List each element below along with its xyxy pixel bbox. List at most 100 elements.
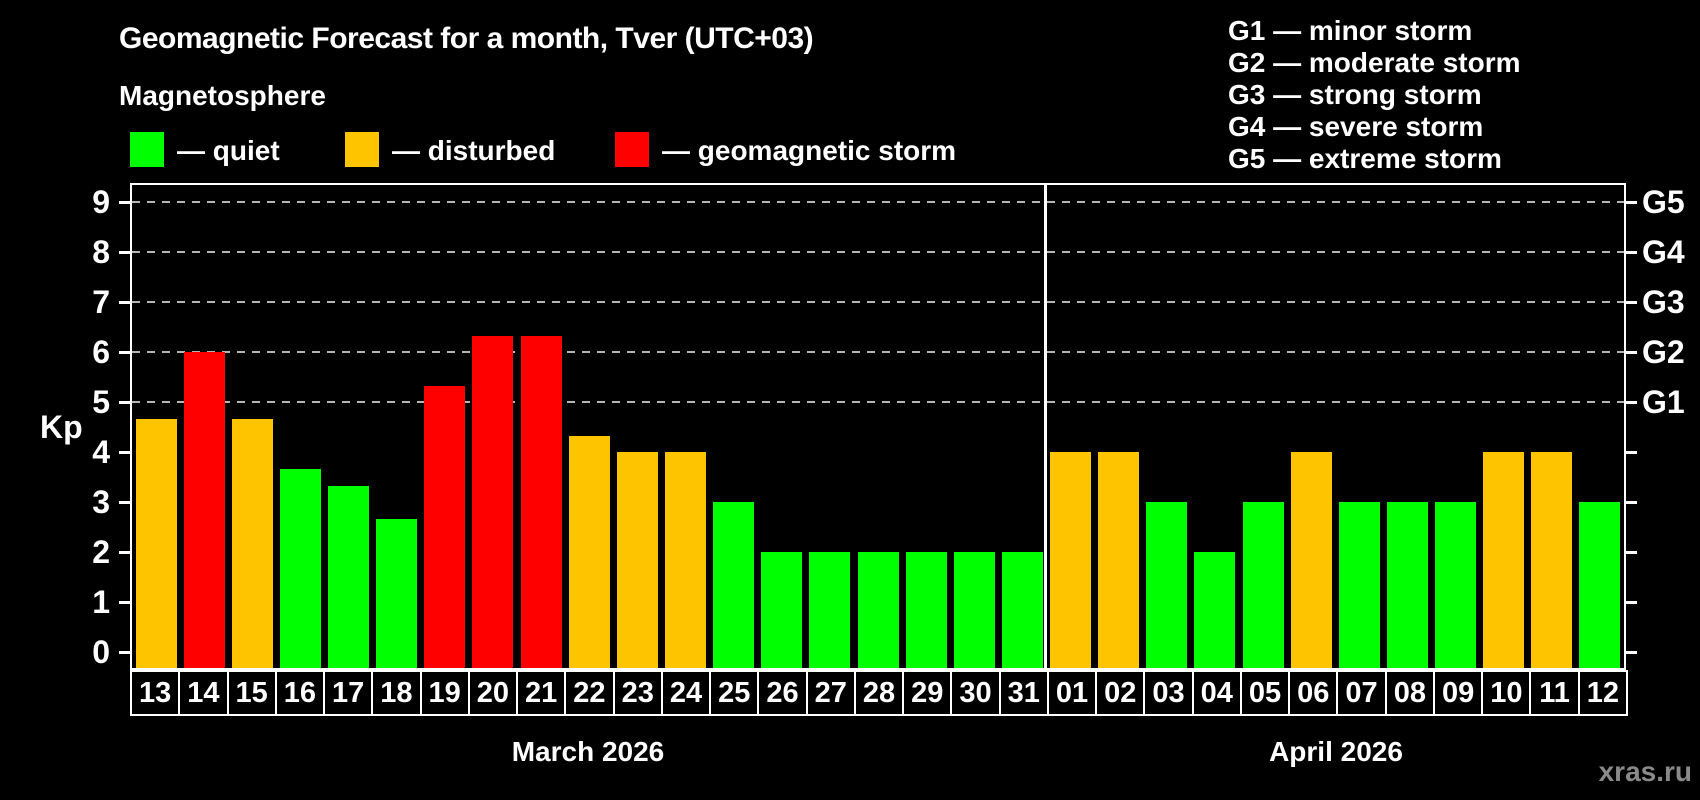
gridline-kp7 <box>132 301 1624 303</box>
kp-bar-quiet <box>953 552 995 668</box>
kp-bar-quiet <box>328 485 370 668</box>
gscale-legend-item: G5 — extreme storm <box>1228 143 1502 174</box>
day-label: 08 <box>1384 670 1435 716</box>
y-axis-tick-right <box>1626 451 1637 454</box>
y-axis-tick-right <box>1626 251 1637 254</box>
y-axis-label: 9 <box>92 184 110 220</box>
y-axis-tick-right <box>1626 201 1637 204</box>
gscale-axis-label: G1 <box>1642 384 1685 420</box>
y-axis-tick-left <box>119 301 130 304</box>
day-label: 01 <box>1046 670 1098 716</box>
kp-bar-quiet <box>1435 502 1477 668</box>
kp-bar-storm <box>183 352 225 668</box>
day-label: 10 <box>1481 670 1532 716</box>
day-label: 17 <box>323 670 374 716</box>
day-label: 20 <box>467 670 519 716</box>
kp-bar-quiet <box>1001 552 1043 668</box>
day-label: 21 <box>516 670 567 716</box>
day-label: 11 <box>1529 670 1580 716</box>
kp-bar-quiet <box>376 518 418 668</box>
day-label: 28 <box>853 670 905 716</box>
kp-bar-disturbed <box>1483 452 1525 668</box>
kp-bar-disturbed <box>1098 452 1140 668</box>
kp-bar-storm <box>520 335 562 668</box>
day-label: 31 <box>998 670 1049 716</box>
legend-label-storm: — geomagnetic storm <box>662 135 957 166</box>
kp-bar-quiet <box>1579 502 1621 668</box>
day-label: 06 <box>1288 670 1339 716</box>
kp-bar-quiet <box>761 552 803 668</box>
day-label: 29 <box>902 670 953 716</box>
day-label: 14 <box>178 670 229 716</box>
y-axis-tick-left <box>119 451 130 454</box>
kp-bar-disturbed <box>664 452 706 668</box>
day-label: 25 <box>709 670 760 716</box>
gscale-axis-label: G3 <box>1642 284 1685 320</box>
gridline-kp9 <box>132 201 1624 203</box>
legend-swatch-disturbed <box>345 132 379 167</box>
month-label-april: April 2026 <box>1269 736 1403 767</box>
gscale-legend-item: G3 — strong storm <box>1228 79 1482 110</box>
gscale-axis-label: G5 <box>1642 184 1685 220</box>
kp-bar-storm <box>472 335 514 668</box>
y-axis-tick-right <box>1626 551 1637 554</box>
y-axis-label: 7 <box>92 284 110 320</box>
legend-label-quiet: — quiet <box>177 135 280 166</box>
kp-bar-disturbed <box>1290 452 1332 668</box>
month-label-march: March 2026 <box>511 736 665 767</box>
y-axis-tick-right <box>1626 651 1637 654</box>
day-label: 02 <box>1095 670 1146 716</box>
day-label: 05 <box>1239 670 1291 716</box>
y-axis-tick-left <box>119 251 130 254</box>
y-axis-label: 2 <box>92 534 110 570</box>
kp-bar-quiet <box>1242 502 1284 668</box>
gscale-axis-label: G4 <box>1642 234 1685 270</box>
kp-bar-quiet <box>279 468 321 668</box>
day-label: 24 <box>660 670 712 716</box>
kp-bar-disturbed <box>135 418 177 668</box>
y-axis-tick-right <box>1626 351 1637 354</box>
y-axis-label: 6 <box>92 334 110 370</box>
y-axis-title: Kp <box>40 409 83 445</box>
day-label: 19 <box>419 670 470 716</box>
y-axis-tick-left <box>119 651 130 654</box>
y-axis-label: 1 <box>92 584 110 620</box>
day-label: 26 <box>757 670 808 716</box>
day-label: 07 <box>1336 670 1387 716</box>
y-axis-tick-right <box>1626 301 1637 304</box>
month-separator-line <box>1044 185 1048 668</box>
legend-swatch-storm <box>615 132 649 167</box>
kp-bar-quiet <box>809 552 851 668</box>
kp-bar-quiet <box>1386 502 1428 668</box>
day-label: 22 <box>564 670 615 716</box>
y-axis-label: 8 <box>92 234 110 270</box>
y-axis-tick-left <box>119 201 130 204</box>
day-label: 30 <box>950 670 1001 716</box>
y-axis-tick-left <box>119 351 130 354</box>
y-axis-tick-left <box>119 401 130 404</box>
kp-bar-chart-plot-area <box>130 183 1626 670</box>
day-label: 13 <box>130 670 181 716</box>
day-label: 04 <box>1191 670 1242 716</box>
gridline-kp6 <box>132 351 1624 353</box>
y-axis-label: 0 <box>92 634 110 670</box>
xras-watermark-link[interactable]: xras.ru <box>1598 756 1692 787</box>
kp-bar-disturbed <box>1050 452 1092 668</box>
day-label: 18 <box>371 670 422 716</box>
day-label: 27 <box>805 670 856 716</box>
gscale-legend-item: G2 — moderate storm <box>1228 47 1521 78</box>
kp-bar-disturbed <box>231 418 273 668</box>
legend-swatch-quiet <box>130 132 164 167</box>
day-label: 15 <box>226 670 277 716</box>
legend-label-disturbed: — disturbed <box>392 135 556 166</box>
kp-bar-quiet <box>857 552 899 668</box>
kp-bar-storm <box>424 385 466 668</box>
day-label: 23 <box>612 670 663 716</box>
gscale-axis-label: G2 <box>1642 334 1685 370</box>
kp-bar-disturbed <box>616 452 658 668</box>
y-axis-tick-right <box>1626 601 1637 604</box>
y-axis-tick-left <box>119 501 130 504</box>
day-label: 12 <box>1577 670 1628 716</box>
kp-bar-quiet <box>1338 502 1380 668</box>
